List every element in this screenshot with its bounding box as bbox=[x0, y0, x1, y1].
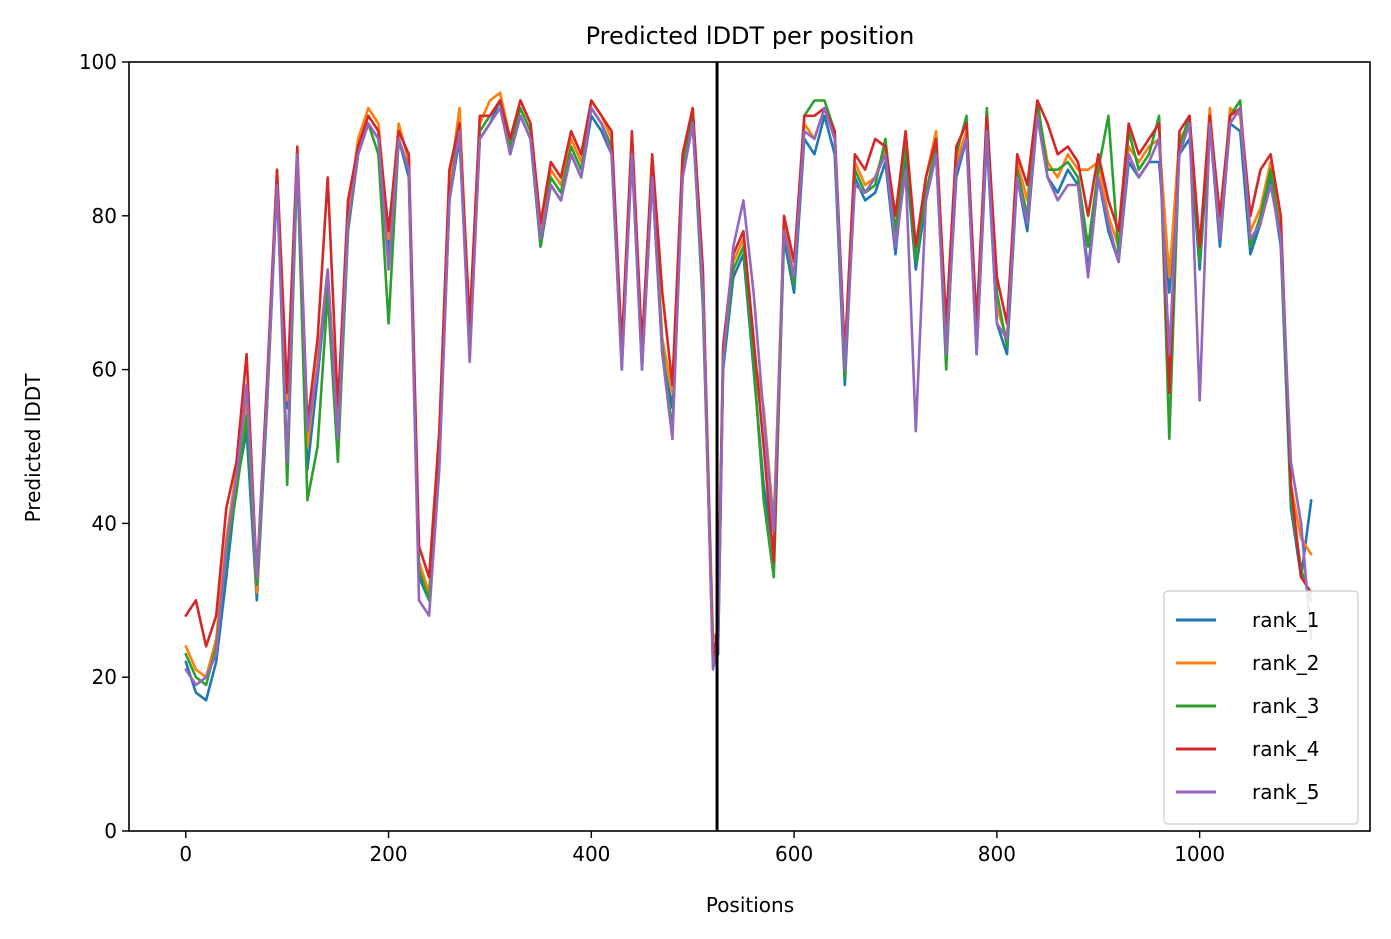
y-tick-label: 20 bbox=[92, 665, 117, 689]
y-tick-label: 0 bbox=[104, 819, 117, 843]
x-tick-label: 0 bbox=[179, 842, 192, 866]
legend: rank_1 rank_2 rank_3 rank_4 rank_5 bbox=[1163, 590, 1359, 825]
plot-frame bbox=[128, 61, 1371, 832]
series-line-rank_4 bbox=[184, 99, 1313, 664]
legend-box bbox=[1163, 590, 1359, 825]
series-line-rank_3 bbox=[184, 99, 1313, 687]
x-tick-label: 800 bbox=[978, 842, 1016, 866]
y-tick-label: 100 bbox=[79, 50, 117, 74]
y-tick-label: 80 bbox=[92, 204, 117, 228]
axis-ticks: 0 200 400 600 800 1000 0 20 40 60 80 100 bbox=[79, 50, 1225, 866]
legend-label-rank_5: rank_5 bbox=[1252, 780, 1319, 804]
y-tick-label: 40 bbox=[92, 511, 117, 535]
legend-label-rank_1: rank_1 bbox=[1252, 608, 1319, 632]
legend-label-rank_4: rank_4 bbox=[1252, 737, 1319, 761]
legend-label-rank_2: rank_2 bbox=[1252, 651, 1319, 675]
chart-title: Predicted lDDT per position bbox=[586, 22, 915, 50]
y-axis-label: Predicted lDDT bbox=[21, 373, 45, 523]
x-tick-label: 1000 bbox=[1174, 842, 1225, 866]
x-tick-label: 400 bbox=[572, 842, 610, 866]
series-line-rank_5 bbox=[184, 106, 1313, 687]
x-tick-label: 600 bbox=[775, 842, 813, 866]
plot-area bbox=[184, 62, 1313, 831]
x-axis-label: Positions bbox=[706, 893, 794, 917]
legend-label-rank_3: rank_3 bbox=[1252, 694, 1319, 718]
x-tick-label: 200 bbox=[369, 842, 407, 866]
y-tick-label: 60 bbox=[92, 358, 117, 382]
